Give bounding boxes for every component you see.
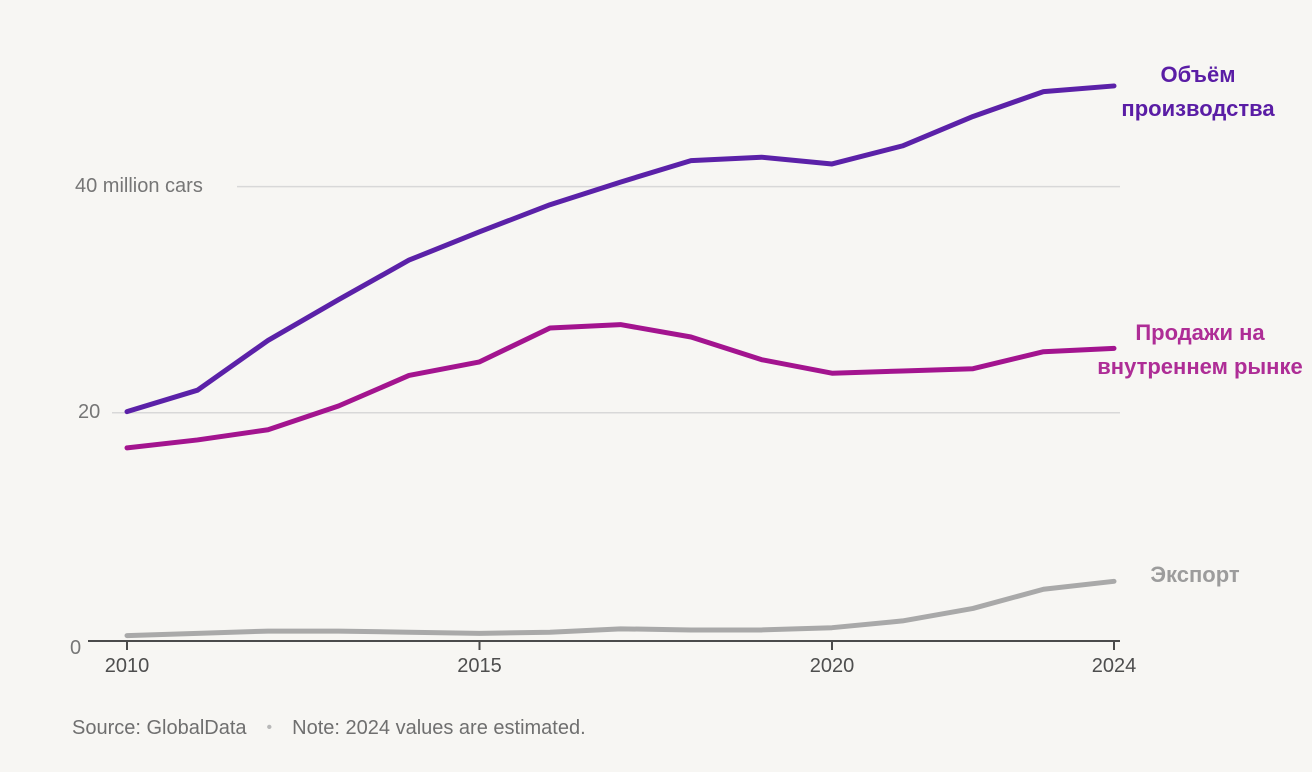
x-axis-label-2015: 2015 — [457, 655, 502, 677]
y-axis-label-20: 20 — [78, 401, 101, 424]
production-line — [124, 83, 1117, 415]
source-text: Source: GlobalData — [72, 717, 247, 739]
legend-exports: Экспорт — [1085, 558, 1305, 592]
chart-footer: Source: GlobalData • Note: 2024 values a… — [72, 716, 586, 740]
x-axis-label-2024: 2024 — [1091, 655, 1137, 677]
legend-exports-line1: Экспорт — [1150, 562, 1240, 587]
legend-domestic-sales-line1: Продажи на — [1135, 320, 1265, 345]
x-axis-label-2010: 2010 — [104, 655, 150, 677]
legend-domestic-sales: Продажи на внутреннем рынке — [1082, 316, 1312, 384]
y-axis-label-0: 0 — [70, 636, 82, 659]
legend-production-line1: Объём — [1160, 62, 1236, 87]
separator-dot: • — [266, 719, 273, 736]
y-axis-label-40-million-cars: 40 million cars — [75, 175, 203, 198]
legend-production: Объём производства — [1088, 58, 1308, 126]
domestic_sales-line — [124, 322, 1117, 451]
note-text: Note: 2024 values are estimated. — [292, 717, 586, 739]
exports-line — [124, 578, 1117, 639]
legend-production-line2: производства — [1121, 96, 1275, 121]
x-axis-label-2020: 2020 — [809, 655, 855, 677]
legend-domestic-sales-line2: внутреннем рынке — [1097, 354, 1303, 379]
